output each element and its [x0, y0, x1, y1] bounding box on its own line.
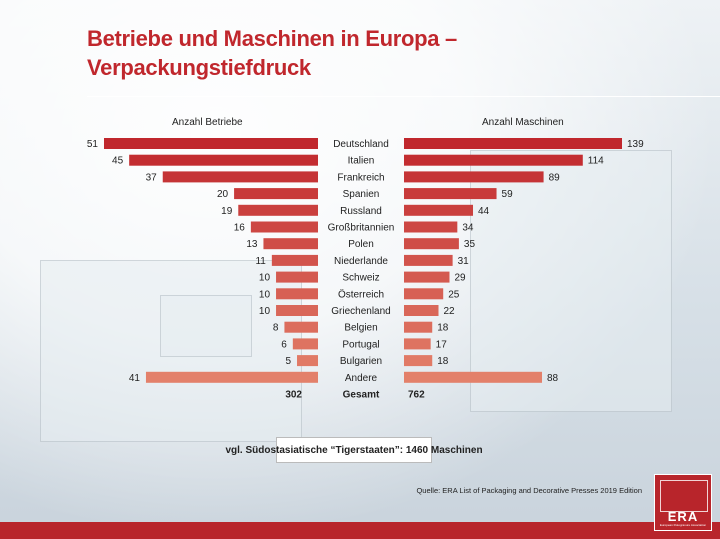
value-label-maschinen: 89: [549, 172, 561, 183]
value-label-betriebe: 51: [87, 139, 99, 150]
value-label-betriebe: 13: [246, 239, 258, 250]
value-label-maschinen: 29: [454, 273, 466, 284]
bar-maschinen: [404, 171, 544, 183]
bar-maschinen: [404, 355, 433, 367]
value-label-maschinen: 22: [444, 306, 456, 317]
bar-betriebe: [292, 338, 318, 350]
category-label: Griechenland: [331, 306, 390, 317]
value-label-betriebe: 45: [112, 156, 124, 167]
logo-text: ERA: [667, 509, 699, 524]
chart-title-line-1: Betriebe und Maschinen in Europa –: [87, 26, 457, 51]
value-label-maschinen: 59: [502, 189, 514, 200]
note-text: vgl. Südostasiatische “Tigerstaaten”: 14…: [225, 444, 483, 456]
value-label-betriebe: 41: [129, 373, 141, 384]
bar-maschinen: [404, 321, 433, 333]
bar-maschinen: [404, 305, 439, 316]
bar-maschinen: [404, 271, 450, 283]
value-label-betriebe: 5: [285, 356, 291, 367]
bar-betriebe: [238, 204, 318, 216]
background-machine: [160, 295, 252, 357]
category-label: Österreich: [338, 288, 384, 300]
category-label: Bulgarien: [340, 356, 382, 367]
value-label-betriebe: 6: [281, 339, 287, 350]
value-label-maschinen: 31: [458, 256, 470, 267]
bar-betriebe: [129, 154, 318, 166]
value-label-maschinen: 18: [437, 323, 449, 334]
chart-title-line-2: Verpackungstiefdruck: [87, 55, 311, 80]
category-label: Niederlande: [334, 256, 388, 267]
value-label-maschinen: 25: [448, 289, 460, 300]
bar-maschinen: [404, 154, 583, 166]
bar-maschinen: [404, 254, 453, 266]
category-label: Großbritannien: [328, 223, 395, 234]
europe-map-icon: [660, 480, 708, 512]
source-note: Quelle: ERA List of Packaging and Decora…: [416, 486, 642, 495]
bar-maschinen: [404, 188, 497, 200]
bar-betriebe: [263, 238, 318, 250]
category-label: Belgien: [344, 323, 377, 334]
category-label: Russland: [340, 206, 382, 217]
value-label-maschinen: 17: [436, 339, 448, 350]
bar-betriebe: [145, 371, 318, 383]
chart-title: Betriebe und Maschinen in Europa – Verpa…: [87, 24, 457, 82]
bar-maschinen: [404, 138, 622, 149]
bar-maschinen: [404, 338, 431, 350]
value-label-betriebe: 8: [273, 323, 279, 334]
bar-betriebe: [297, 355, 318, 367]
total-label: Gesamt: [343, 390, 380, 401]
category-label: Spanien: [343, 189, 380, 200]
bar-betriebe: [284, 321, 318, 333]
value-label-betriebe: 37: [146, 172, 158, 183]
bar-maschinen: [404, 288, 444, 300]
era-logo: ERA European Rotogravure Association: [654, 474, 712, 531]
note-box: vgl. Südostasiatische “Tigerstaaten”: 14…: [225, 437, 483, 463]
value-label-betriebe: 16: [234, 223, 246, 234]
category-label: Polen: [348, 239, 374, 250]
category-label: Frankreich: [337, 172, 384, 183]
value-label-maschinen: 139: [627, 139, 644, 150]
value-label-maschinen: 35: [464, 239, 476, 250]
category-label: Portugal: [342, 339, 379, 350]
bar-maschinen: [404, 371, 543, 383]
value-label-maschinen: 114: [588, 156, 604, 167]
logo-subtext: European Rotogravure Association: [659, 523, 707, 527]
bar-betriebe: [104, 138, 318, 149]
value-label-betriebe: 10: [259, 273, 271, 284]
bar-betriebe: [276, 271, 318, 283]
total-betriebe: 302: [285, 390, 302, 401]
bar-betriebe: [271, 254, 318, 266]
category-label: Andere: [345, 373, 378, 384]
background-machine: [470, 150, 672, 412]
category-label: Deutschland: [333, 139, 389, 150]
value-label-maschinen: 34: [462, 223, 474, 234]
bar-betriebe: [276, 305, 318, 316]
value-label-betriebe: 10: [259, 289, 271, 300]
value-label-betriebe: 10: [259, 306, 271, 317]
bar-betriebe: [234, 188, 318, 200]
value-label-maschinen: 88: [547, 373, 559, 384]
bar-betriebe: [276, 288, 318, 300]
footer-bar: [0, 522, 720, 539]
bar-betriebe: [162, 171, 318, 183]
category-label: Italien: [348, 156, 375, 167]
title-divider: [87, 96, 720, 97]
value-label-betriebe: 19: [221, 206, 233, 217]
right-column-header: Anzahl Maschinen: [482, 117, 564, 128]
value-label-maschinen: 44: [478, 206, 490, 217]
left-column-header: Anzahl Betriebe: [172, 117, 243, 128]
bar-maschinen: [404, 238, 459, 250]
bar-betriebe: [250, 221, 318, 233]
category-label: Schweiz: [342, 273, 379, 284]
value-label-maschinen: 18: [437, 356, 449, 367]
value-label-betriebe: 11: [255, 256, 266, 267]
total-maschinen: 762: [408, 390, 425, 401]
bar-maschinen: [404, 221, 458, 233]
bar-maschinen: [404, 204, 474, 216]
value-label-betriebe: 20: [217, 189, 229, 200]
